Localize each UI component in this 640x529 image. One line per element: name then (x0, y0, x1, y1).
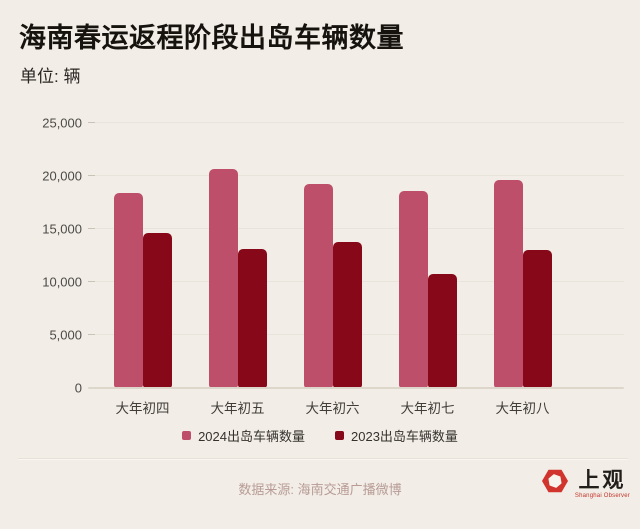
y-axis-tick (88, 281, 95, 282)
logo-en-text: Shanghai Observer (574, 492, 630, 499)
bar-group-4 (380, 123, 475, 388)
bar (493, 180, 523, 388)
bar-group-2 (190, 123, 285, 388)
y-axis-label: 5,000 (49, 327, 82, 343)
bar (332, 241, 362, 388)
y-axis-tick (88, 122, 95, 123)
bar-chart: 0 5,000 10,000 15,000 20,000 25,000 (20, 116, 624, 396)
y-axis-tick (88, 175, 95, 176)
legend-label: 2023出岛车辆数量 (351, 429, 458, 444)
hexagon-seal-icon (540, 466, 570, 501)
x-axis-label: 大年初七 (400, 401, 455, 416)
y-axis-label: 20,000 (42, 168, 82, 184)
legend-label: 2024出岛车辆数量 (198, 429, 305, 444)
bar-group-3 (285, 123, 380, 388)
x-axis-label: 大年初四 (115, 401, 170, 416)
bar (522, 250, 552, 388)
y-axis-label: 0 (74, 380, 82, 396)
shanghai-observer-logo: 上观 Shanghai Observer (540, 466, 630, 501)
data-source-text: 数据来源: 海南交通广播微博 (238, 482, 402, 497)
y-axis-tick (88, 228, 95, 229)
bar (427, 273, 457, 388)
x-axis-label: 大年初六 (305, 401, 360, 416)
x-axis-label: 大年初五 (210, 401, 265, 416)
bar (142, 233, 172, 388)
logo-text-block: 上观 Shanghai Observer (575, 469, 630, 499)
bar (208, 168, 238, 388)
bar (113, 192, 143, 388)
legend-item: 2024出岛车辆数量 (182, 426, 305, 445)
gridline (88, 228, 624, 229)
footer-divider (18, 458, 628, 459)
legend-swatch-icon (335, 431, 344, 440)
legend-item: 2023出岛车辆数量 (335, 426, 458, 445)
logo-cn-text: 上观 (578, 466, 627, 492)
x-axis-label: 大年初八 (495, 401, 550, 416)
page-title: 海南春运返程阶段出岛车辆数量 (19, 23, 404, 53)
bar (398, 190, 428, 388)
y-axis-label: 25,000 (42, 115, 82, 131)
y-axis-label: 10,000 (42, 274, 82, 290)
x-axis-line (88, 387, 624, 389)
bar (237, 249, 267, 388)
gridline (88, 175, 624, 176)
bar (303, 184, 333, 388)
y-axis-label: 15,000 (42, 221, 82, 237)
chart-legend: 2024出岛车辆数量 2023出岛车辆数量 (0, 426, 640, 445)
bar-groups (95, 123, 570, 388)
bar-group-5 (475, 123, 570, 388)
y-axis-tick (88, 334, 95, 335)
bar-group-1 (95, 123, 190, 388)
x-axis-labels: 大年初四 大年初五 大年初六 大年初七 大年初八 (95, 397, 570, 417)
legend-swatch-icon (182, 431, 192, 440)
unit-label: 单位: 辆 (20, 67, 81, 86)
gridline (88, 122, 624, 123)
